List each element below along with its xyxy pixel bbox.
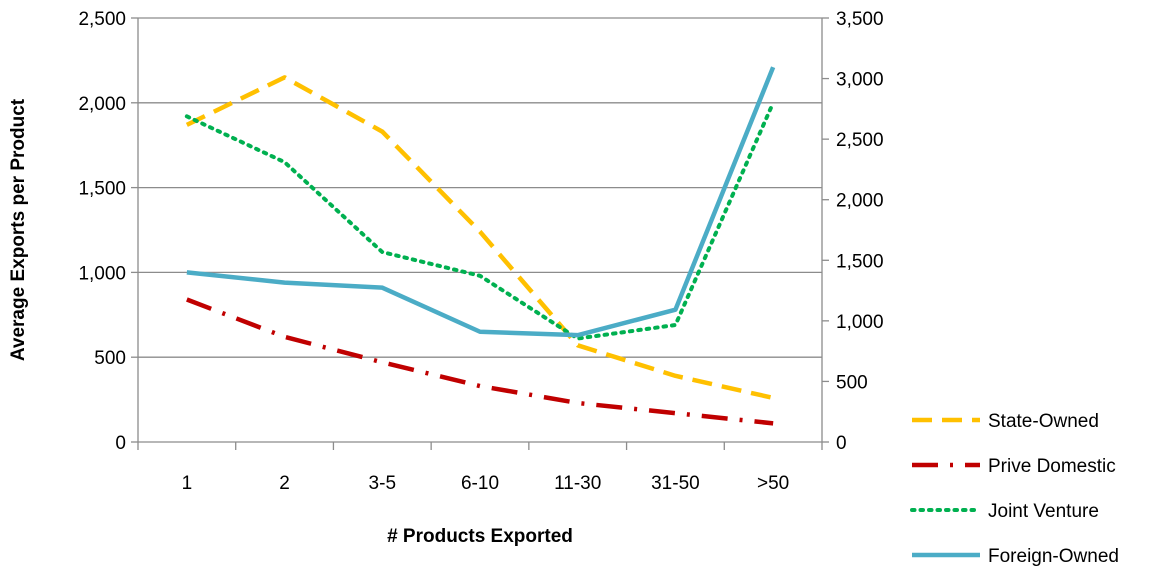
left-axis-tick-labels: 0 500 1,000 1,500 2,000 2,500 bbox=[78, 9, 126, 454]
right-tick-label: 1,500 bbox=[836, 251, 884, 272]
legend: State-Owned Prive Domestic Joint Venture Fo… bbox=[910, 411, 1119, 567]
legend-item-foreign-owned: Foreign-Owned bbox=[912, 546, 1119, 567]
series-line-foreign-owned bbox=[186, 66, 776, 338]
x-tick-label: 6-10 bbox=[461, 473, 499, 494]
x-tick-label: 2 bbox=[279, 473, 290, 494]
legend-label: Prive Domestic bbox=[988, 456, 1116, 477]
right-tick-label: 1,000 bbox=[836, 312, 884, 333]
right-tick-label: 3,000 bbox=[836, 70, 884, 91]
series-line-prive-domestic bbox=[186, 297, 774, 426]
x-tick-label: 1 bbox=[182, 473, 193, 494]
left-tick-label: 1,000 bbox=[78, 263, 126, 284]
left-tick-label: 2,500 bbox=[78, 9, 126, 30]
legend-label: Foreign-Owned bbox=[988, 546, 1119, 567]
x-tick-label: >50 bbox=[757, 473, 789, 494]
legend-item-prive-domestic: Prive Domestic bbox=[912, 456, 1116, 477]
right-tick-label: 3,500 bbox=[836, 9, 884, 30]
series-line-joint-venture bbox=[184, 100, 776, 341]
legend-label: Joint Venture bbox=[988, 501, 1099, 522]
right-tick-label: 2,000 bbox=[836, 191, 884, 212]
x-axis-title: # Products Exported bbox=[387, 526, 573, 547]
legend-item-joint-venture: Joint Venture bbox=[910, 501, 1099, 522]
legend-label: State-Owned bbox=[988, 411, 1099, 432]
left-tick-label: 1,500 bbox=[78, 179, 126, 200]
left-tick-label: 500 bbox=[94, 348, 126, 369]
x-tick-label: 3-5 bbox=[369, 473, 396, 494]
gridlines bbox=[138, 17, 822, 358]
right-tick-label: 500 bbox=[836, 372, 868, 393]
right-tick-label: 0 bbox=[836, 433, 847, 454]
right-axis-tick-labels: 0 500 1,000 1,500 2,000 2,500 3,000 3,500 bbox=[836, 9, 884, 454]
legend-item-state-owned: State-Owned bbox=[912, 411, 1099, 432]
left-tick-label: 0 bbox=[115, 433, 126, 454]
series-lines bbox=[184, 66, 776, 426]
axes bbox=[131, 17, 829, 450]
x-tick-label: 31-50 bbox=[651, 473, 700, 494]
series-line-state-owned bbox=[185, 75, 774, 401]
y-axis-title: Average Exports per Product bbox=[8, 98, 29, 361]
right-tick-label: 2,500 bbox=[836, 130, 884, 151]
x-axis-tick-labels: 1 2 3-5 6-10 11-30 31-50 >50 bbox=[182, 473, 790, 494]
left-tick-label: 2,000 bbox=[78, 94, 126, 115]
x-tick-label: 11-30 bbox=[554, 473, 601, 494]
